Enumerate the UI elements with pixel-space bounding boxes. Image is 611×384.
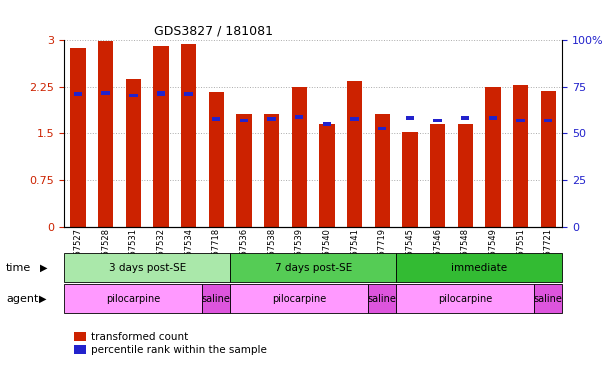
- Text: saline: saline: [368, 293, 397, 304]
- Text: agent: agent: [6, 294, 38, 304]
- Bar: [126, 79, 141, 227]
- Bar: [489, 116, 497, 120]
- Bar: [368, 284, 396, 313]
- Bar: [485, 87, 500, 227]
- Bar: [240, 119, 248, 122]
- Bar: [212, 117, 221, 121]
- Bar: [64, 284, 202, 313]
- Text: pilocarpine: pilocarpine: [438, 293, 492, 304]
- Bar: [375, 114, 390, 227]
- Text: ▶: ▶: [38, 294, 46, 304]
- Bar: [230, 253, 396, 282]
- Bar: [516, 119, 525, 122]
- Text: 3 days post-SE: 3 days post-SE: [109, 263, 186, 273]
- Text: pilocarpine: pilocarpine: [106, 293, 161, 304]
- Bar: [513, 85, 529, 227]
- Bar: [320, 124, 335, 227]
- Bar: [535, 284, 562, 313]
- Bar: [181, 44, 196, 227]
- Bar: [541, 91, 556, 227]
- Bar: [406, 116, 414, 120]
- Bar: [403, 132, 417, 227]
- Bar: [458, 124, 473, 227]
- Bar: [268, 117, 276, 121]
- Bar: [209, 92, 224, 227]
- Text: saline: saline: [534, 293, 563, 304]
- Bar: [291, 87, 307, 227]
- Bar: [295, 116, 304, 119]
- Bar: [70, 48, 86, 227]
- Bar: [323, 122, 331, 126]
- Text: saline: saline: [202, 293, 231, 304]
- Bar: [378, 127, 387, 130]
- Text: immediate: immediate: [451, 263, 507, 273]
- Bar: [461, 116, 469, 120]
- Text: time: time: [6, 263, 31, 273]
- Bar: [74, 92, 82, 96]
- Bar: [202, 284, 230, 313]
- Bar: [396, 284, 535, 313]
- Bar: [433, 119, 442, 122]
- Bar: [264, 114, 279, 227]
- Bar: [544, 119, 552, 122]
- Legend: transformed count, percentile rank within the sample: transformed count, percentile rank withi…: [70, 328, 271, 359]
- Bar: [430, 124, 445, 227]
- Text: pilocarpine: pilocarpine: [272, 293, 326, 304]
- Bar: [101, 91, 110, 95]
- Bar: [64, 253, 230, 282]
- Bar: [396, 253, 562, 282]
- Bar: [236, 114, 252, 227]
- Bar: [185, 92, 193, 96]
- Bar: [347, 81, 362, 227]
- Bar: [157, 91, 165, 96]
- Bar: [351, 117, 359, 121]
- Bar: [129, 94, 137, 98]
- Bar: [153, 46, 169, 227]
- Text: 7 days post-SE: 7 days post-SE: [274, 263, 352, 273]
- Text: GDS3827 / 181081: GDS3827 / 181081: [154, 25, 273, 38]
- Text: ▶: ▶: [40, 263, 47, 273]
- Bar: [230, 284, 368, 313]
- Bar: [98, 41, 113, 227]
